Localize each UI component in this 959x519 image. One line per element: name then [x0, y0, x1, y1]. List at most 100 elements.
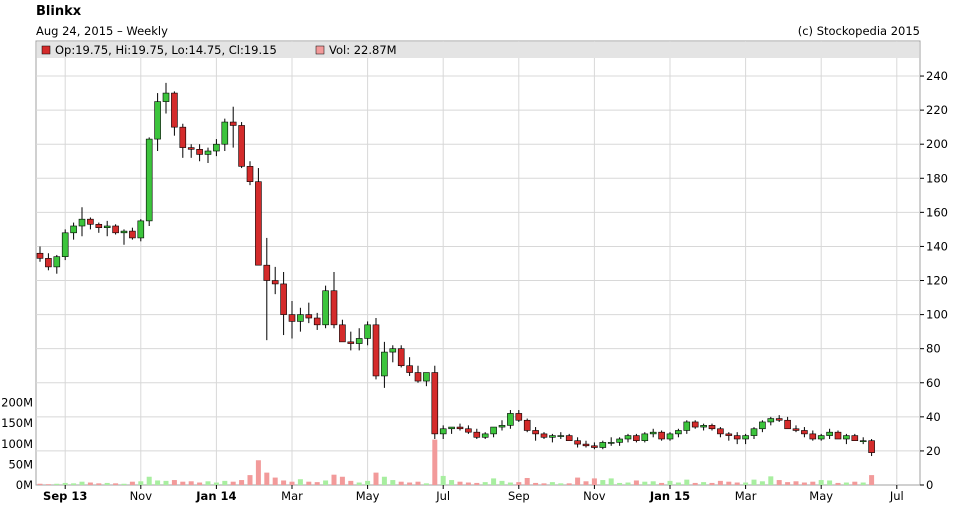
candle-body — [633, 435, 640, 441]
date-tick-label: Mar — [735, 489, 757, 503]
candle-body — [221, 121, 229, 145]
volume-bar — [197, 482, 203, 485]
candle-body — [45, 258, 52, 268]
date-tick-label: Sep — [508, 489, 530, 503]
volume-tick-label: 50M — [8, 457, 33, 471]
volume-tick-label: 100M — [1, 437, 33, 451]
volume-tick-label: 200M — [1, 396, 33, 410]
candle-body — [658, 431, 665, 440]
date-tick-label: Jan 15 — [649, 489, 690, 503]
candle-body — [523, 419, 531, 431]
volume-bar — [810, 481, 816, 485]
candle-body — [414, 372, 422, 382]
price-candles — [36, 82, 875, 457]
candle-body — [624, 435, 632, 440]
candle-body — [397, 348, 405, 367]
candle-body — [859, 440, 867, 442]
volume-bar — [213, 482, 219, 485]
grid-lines — [36, 41, 920, 485]
volume-bar — [62, 482, 68, 485]
legend-volume-swatch — [315, 45, 325, 55]
volume-bar — [138, 481, 144, 485]
volume-bar — [449, 480, 455, 485]
volume-bar — [79, 481, 85, 485]
candle-body — [196, 149, 203, 155]
candle-body — [229, 121, 237, 126]
candle-body — [582, 443, 590, 447]
volume-bar — [205, 481, 211, 485]
volume-axis: 0M 50M 100M 150M 200M — [1, 396, 33, 493]
volume-bar — [507, 482, 513, 485]
volume-bar — [785, 482, 791, 485]
candle-body — [406, 365, 413, 373]
volume-bar — [37, 483, 43, 485]
plot-area — [35, 40, 921, 486]
candle-body — [817, 435, 825, 440]
volume-bar — [759, 481, 765, 485]
volume-bar — [239, 480, 245, 485]
price-tick-label: 100 — [926, 308, 948, 322]
volume-bar — [398, 481, 404, 485]
volume-bar — [516, 482, 522, 485]
candle-body — [171, 92, 178, 128]
volume-bar — [281, 480, 287, 485]
candle-body — [767, 418, 775, 423]
volume-bar — [440, 475, 446, 485]
volume-bar — [87, 482, 93, 485]
candle-body — [599, 442, 607, 448]
candle-body — [708, 425, 716, 430]
candle-body — [675, 430, 682, 435]
date-axis: Sep 13 Nov Jan 14 Mar May Jul Sep Nov Jan 15 Mar M… — [43, 485, 904, 503]
candle-body — [498, 425, 506, 428]
volume-bar — [633, 480, 639, 485]
candle-body — [641, 433, 649, 441]
volume-bar — [726, 481, 732, 485]
candle-body — [95, 223, 103, 228]
candle-body — [372, 324, 380, 377]
volume-bar — [549, 482, 555, 485]
candle-body — [565, 435, 573, 441]
candle-body — [515, 413, 523, 421]
candle-body — [87, 218, 94, 225]
volume-bar — [113, 483, 119, 485]
price-tick-label: 40 — [926, 410, 941, 424]
volume-bar — [272, 477, 278, 485]
date-tick-label: Nov — [130, 489, 153, 503]
candle-body — [439, 428, 447, 435]
volume-bar — [155, 480, 161, 485]
candle-body — [313, 317, 321, 326]
candle-body — [490, 426, 497, 435]
volume-bar — [642, 481, 648, 485]
volume-bar — [692, 482, 698, 485]
candle-body — [238, 125, 245, 167]
candle-body — [666, 433, 674, 440]
volume-bar — [146, 476, 152, 485]
volume-bar — [558, 483, 564, 485]
price-tick-label: 200 — [926, 137, 948, 151]
candle-body — [733, 435, 741, 440]
volume-bar — [491, 478, 497, 485]
candle-body — [120, 230, 128, 234]
volume-bar — [348, 480, 354, 485]
candle-body — [473, 431, 481, 438]
volume-bar — [869, 475, 875, 485]
volume-bar — [860, 482, 866, 485]
price-tick-label: 240 — [926, 69, 948, 83]
volume-bar — [499, 480, 505, 485]
volume-bar — [171, 480, 177, 485]
candle-body — [549, 435, 556, 438]
volume-bar — [188, 481, 194, 485]
candle-body — [187, 147, 195, 150]
volume-bar — [457, 481, 463, 485]
volume-bar — [381, 476, 387, 485]
volume-bar — [625, 482, 631, 485]
candle-body — [271, 280, 279, 285]
candle-body — [305, 314, 313, 319]
candle-body — [557, 435, 565, 437]
candle-body — [70, 225, 77, 234]
price-tick-label: 0 — [926, 478, 933, 492]
candle-body — [355, 338, 363, 344]
candle-body — [481, 433, 489, 438]
candle-body — [112, 225, 119, 234]
volume-bar — [541, 483, 547, 485]
